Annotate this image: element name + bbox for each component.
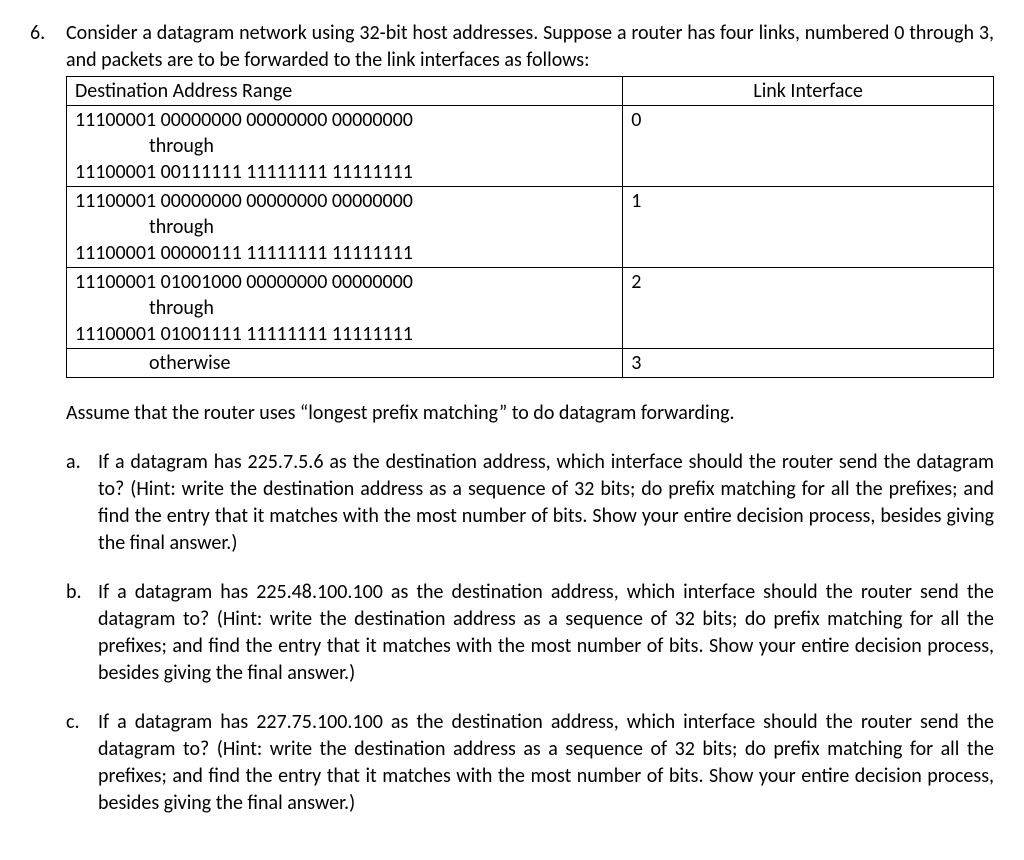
through-label: through	[75, 133, 614, 159]
table-row: 11100001 00000000 00000000 00000000 thro…	[67, 106, 994, 187]
subpart-text: If a datagram has 225.7.5.6 as the desti…	[98, 449, 994, 557]
subpart-b: b. If a datagram has 225.48.100.100 as t…	[66, 579, 994, 687]
cell-link-0: 0	[623, 106, 994, 187]
table-row: 11100001 00000000 00000000 00000000 thro…	[67, 187, 994, 268]
question-number: 6.	[30, 20, 66, 817]
table-row: 11100001 01001000 00000000 00000000 thro…	[67, 268, 994, 349]
question-body: Consider a datagram network using 32-bit…	[66, 20, 994, 817]
header-link: Link Interface	[623, 77, 994, 106]
addr-end: 11100001 00000111 11111111 11111111	[75, 241, 413, 265]
through-label: through	[75, 295, 614, 321]
cell-otherwise: otherwise	[67, 349, 623, 378]
subpart-text: If a datagram has 225.48.100.100 as the …	[98, 579, 994, 687]
addr-end: 11100001 00111111 11111111 11111111	[75, 160, 413, 184]
intro-text: Consider a datagram network using 32-bit…	[66, 20, 994, 74]
cell-dest-2: 11100001 01001000 00000000 00000000 thro…	[67, 268, 623, 349]
question-block: 6. Consider a datagram network using 32-…	[30, 20, 994, 817]
subpart-letter: a.	[66, 449, 98, 557]
cell-link-3: 3	[623, 349, 994, 378]
subpart-letter: b.	[66, 579, 98, 687]
header-destination: Destination Address Range	[67, 77, 623, 106]
assume-text: Assume that the router uses “longest pre…	[66, 400, 994, 427]
subpart-letter: c.	[66, 709, 98, 817]
addr-start: 11100001 00000000 00000000 00000000	[75, 189, 413, 213]
cell-link-2: 2	[623, 268, 994, 349]
table-header-row: Destination Address Range Link Interface	[67, 77, 994, 106]
subparts-list: a. If a datagram has 225.7.5.6 as the de…	[66, 449, 994, 817]
otherwise-label: otherwise	[75, 350, 614, 376]
cell-dest-0: 11100001 00000000 00000000 00000000 thro…	[67, 106, 623, 187]
subpart-a: a. If a datagram has 225.7.5.6 as the de…	[66, 449, 994, 557]
cell-dest-1: 11100001 00000000 00000000 00000000 thro…	[67, 187, 623, 268]
through-label: through	[75, 214, 614, 240]
table-row: otherwise 3	[67, 349, 994, 378]
subpart-c: c. If a datagram has 227.75.100.100 as t…	[66, 709, 994, 817]
cell-link-1: 1	[623, 187, 994, 268]
subpart-text: If a datagram has 227.75.100.100 as the …	[98, 709, 994, 817]
addr-start: 11100001 00000000 00000000 00000000	[75, 108, 413, 132]
addr-end: 11100001 01001111 11111111 11111111	[75, 322, 413, 346]
routing-table: Destination Address Range Link Interface…	[66, 76, 994, 378]
addr-start: 11100001 01001000 00000000 00000000	[75, 270, 413, 294]
